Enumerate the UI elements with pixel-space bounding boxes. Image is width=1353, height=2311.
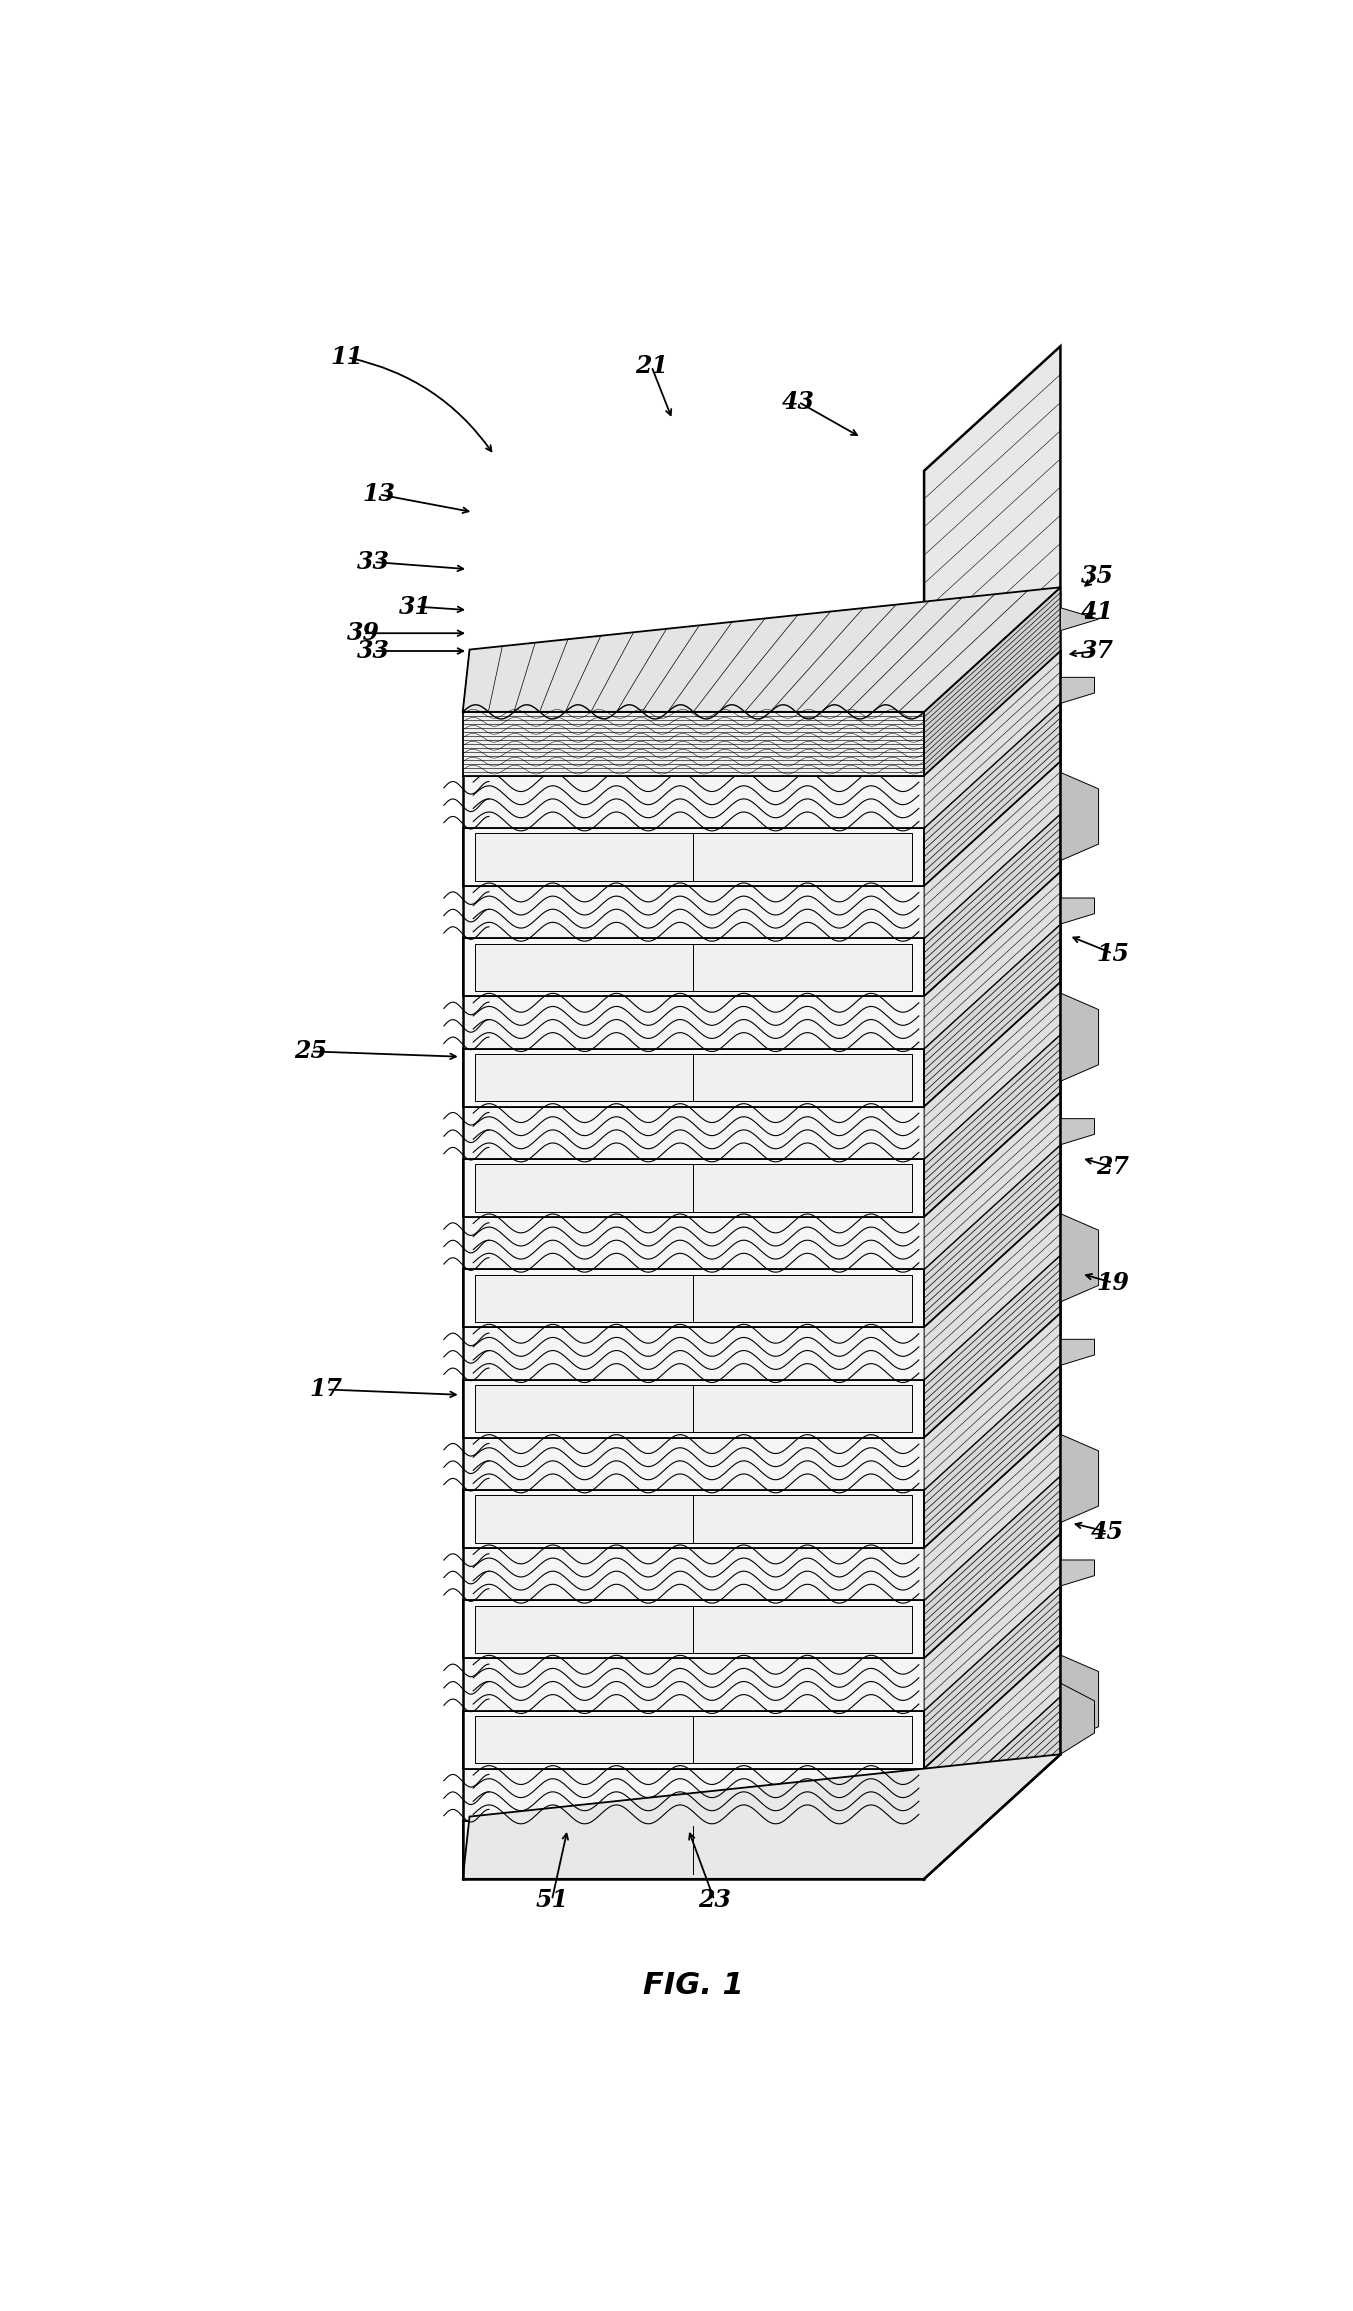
Polygon shape: [463, 1821, 924, 1879]
Polygon shape: [463, 827, 924, 885]
Polygon shape: [463, 885, 924, 938]
Text: 35: 35: [1081, 564, 1114, 589]
Text: 33: 33: [357, 550, 390, 573]
Text: 41: 41: [1081, 601, 1114, 624]
Polygon shape: [475, 834, 912, 880]
Polygon shape: [924, 760, 1061, 938]
Polygon shape: [1061, 1229, 1095, 1255]
Polygon shape: [463, 776, 924, 827]
Polygon shape: [924, 813, 1061, 996]
Polygon shape: [1061, 788, 1095, 813]
Polygon shape: [924, 1535, 1061, 1710]
Polygon shape: [1061, 772, 1099, 860]
Text: 37: 37: [1081, 640, 1114, 663]
Polygon shape: [1061, 608, 1099, 631]
Polygon shape: [475, 943, 912, 991]
Polygon shape: [1061, 1655, 1099, 1742]
Polygon shape: [475, 1384, 912, 1433]
Polygon shape: [463, 996, 924, 1049]
Polygon shape: [475, 1826, 912, 1874]
Polygon shape: [463, 1599, 924, 1659]
Polygon shape: [1061, 1213, 1099, 1301]
Text: 21: 21: [635, 354, 668, 379]
Polygon shape: [463, 1107, 924, 1158]
Polygon shape: [1061, 899, 1095, 924]
Text: 43: 43: [782, 391, 815, 414]
Polygon shape: [1061, 1560, 1095, 1585]
Polygon shape: [1061, 1671, 1095, 1696]
Polygon shape: [463, 1659, 924, 1710]
Text: 45: 45: [1091, 1521, 1124, 1544]
Polygon shape: [475, 1276, 912, 1322]
Polygon shape: [463, 1754, 1061, 1879]
Polygon shape: [1061, 994, 1099, 1082]
Polygon shape: [463, 1158, 924, 1218]
Polygon shape: [475, 1606, 912, 1652]
Polygon shape: [924, 1366, 1061, 1548]
Text: 39: 39: [346, 622, 380, 645]
Polygon shape: [924, 1144, 1061, 1327]
Polygon shape: [475, 1717, 912, 1763]
Polygon shape: [924, 1585, 1061, 1768]
Polygon shape: [924, 871, 1061, 1049]
Polygon shape: [924, 1202, 1061, 1380]
Polygon shape: [463, 712, 924, 776]
Polygon shape: [924, 587, 1061, 776]
Polygon shape: [924, 1255, 1061, 1437]
Text: FIG. 1: FIG. 1: [643, 1971, 744, 1999]
Polygon shape: [1061, 677, 1095, 703]
Text: 19: 19: [1096, 1271, 1130, 1294]
Polygon shape: [924, 1643, 1061, 1821]
Polygon shape: [463, 1437, 924, 1491]
Text: 51: 51: [536, 1888, 568, 1911]
Polygon shape: [924, 924, 1061, 1107]
Polygon shape: [475, 1054, 912, 1102]
Polygon shape: [924, 347, 1061, 1879]
Polygon shape: [463, 1218, 924, 1269]
Polygon shape: [463, 1049, 924, 1107]
Polygon shape: [1061, 1008, 1095, 1035]
Polygon shape: [463, 1327, 924, 1380]
Text: 25: 25: [294, 1040, 327, 1063]
Polygon shape: [463, 1269, 924, 1327]
Text: 33: 33: [357, 640, 390, 663]
Polygon shape: [475, 1165, 912, 1211]
Polygon shape: [1061, 1340, 1095, 1366]
Text: 17: 17: [310, 1377, 342, 1400]
Polygon shape: [463, 1768, 924, 1821]
Polygon shape: [924, 652, 1061, 827]
Polygon shape: [463, 1380, 924, 1437]
Polygon shape: [1061, 1682, 1095, 1754]
Text: 15: 15: [1096, 941, 1130, 966]
Polygon shape: [463, 938, 924, 996]
Polygon shape: [924, 703, 1061, 885]
Polygon shape: [924, 1424, 1061, 1599]
Polygon shape: [924, 1696, 1061, 1879]
Text: 27: 27: [1096, 1156, 1130, 1179]
Polygon shape: [924, 1093, 1061, 1269]
Polygon shape: [924, 1035, 1061, 1218]
Polygon shape: [1061, 1435, 1099, 1523]
Polygon shape: [463, 1491, 924, 1548]
Polygon shape: [1061, 1449, 1095, 1477]
Polygon shape: [475, 1495, 912, 1541]
Polygon shape: [924, 982, 1061, 1158]
Polygon shape: [463, 1710, 924, 1768]
Text: 23: 23: [698, 1888, 731, 1911]
Text: 31: 31: [399, 594, 432, 619]
Text: 11: 11: [331, 344, 364, 370]
Text: 13: 13: [363, 483, 395, 506]
Polygon shape: [463, 587, 1061, 712]
Polygon shape: [1061, 1119, 1095, 1144]
Polygon shape: [924, 1477, 1061, 1659]
Polygon shape: [924, 1313, 1061, 1491]
Polygon shape: [463, 1548, 924, 1599]
